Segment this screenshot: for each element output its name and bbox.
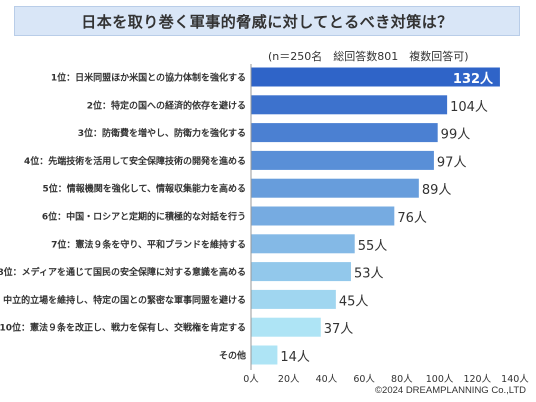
category-label: 10位：憲法９条を改正し、戦力を保有し、交戦権を肯定する: [0, 322, 246, 334]
bar: [251, 345, 278, 365]
bar: [251, 67, 500, 87]
category-label: 7位：憲法９条を守り、平和ブランドを維持する: [51, 238, 246, 250]
category-label: 8位：メディアを通じて国民の安全保障に対する意識を高める: [0, 266, 246, 278]
x-tick-label: 0人: [243, 374, 259, 385]
x-tick-label: 20人: [278, 374, 300, 385]
value-label: 14人: [280, 350, 310, 365]
bar: [251, 317, 321, 337]
value-label: 89人: [422, 183, 452, 198]
x-tick-label: 140人: [501, 374, 529, 385]
bar: [251, 123, 438, 143]
bar: [251, 262, 351, 282]
category-label: 4位：先端技術を活用して安全保障技術の開発を進める: [24, 155, 246, 167]
value-label: 132人: [453, 71, 494, 87]
value-label: 104人: [450, 100, 488, 115]
value-label: 97人: [437, 155, 467, 170]
x-tick-label: 40人: [316, 374, 338, 385]
bar: [251, 289, 336, 309]
value-label: 55人: [358, 239, 388, 254]
bar: [251, 206, 395, 226]
category-label: その他: [219, 350, 246, 362]
chart-title-box: 日本を取り巻く軍事的脅威に対してとるべき対策は？: [14, 6, 520, 36]
category-label: 2位：特定の国への経済的依存を避ける: [87, 99, 246, 111]
category-label: 1位：日米同盟ほか米国との協力体制を強化する: [51, 72, 246, 84]
bar: [251, 150, 434, 170]
bar: [251, 178, 419, 198]
category-label: 5位：情報機関を強化して、情報収集能力を高める: [42, 183, 246, 195]
copyright: ©2024 DREAMPLANNING Co.,LTD: [375, 385, 526, 396]
category-label: 3位：防衛費を増やし、防衛力を強化する: [78, 127, 246, 139]
sample-note: (n＝250名 総回答数801 複数回答可): [268, 50, 469, 63]
bar: [251, 95, 448, 115]
x-tick-label: 80人: [391, 374, 413, 385]
value-label: 99人: [441, 128, 471, 143]
category-label: 6位：中国・ロシアと定期的に積極的な対話を行う: [42, 211, 246, 223]
value-label: 76人: [397, 211, 427, 226]
x-tick-label: 60人: [353, 374, 375, 385]
category-label: 9位：中立的立場を維持し、特定の国との緊密な軍事同盟を避ける: [0, 294, 246, 306]
value-label: 37人: [324, 322, 354, 337]
value-label: 45人: [339, 294, 369, 309]
chart-title: 日本を取り巻く軍事的脅威に対してとるべき対策は？: [81, 12, 453, 31]
bar: [251, 234, 355, 254]
x-tick-label: 120人: [463, 374, 491, 385]
x-tick-label: 100人: [426, 374, 454, 385]
value-label: 53人: [354, 267, 384, 282]
